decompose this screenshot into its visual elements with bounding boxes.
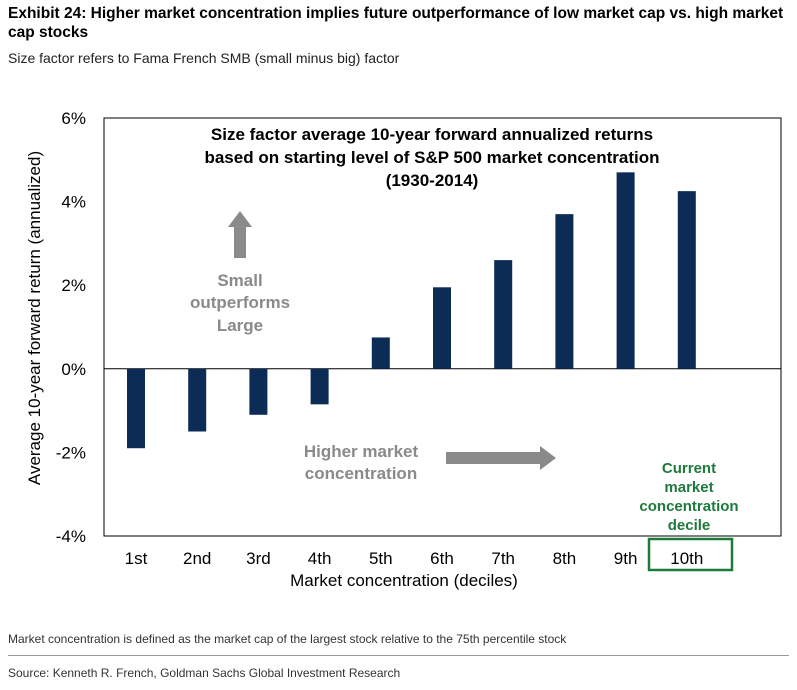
chart-title-line-1: Size factor average 10-year forward annu… [211, 125, 653, 144]
x-tick-label-10th: 10th [670, 549, 703, 568]
x-axis-label: Market concentration (deciles) [290, 571, 518, 590]
y-tick-label: 0% [61, 360, 86, 379]
y-tick-label: -4% [56, 527, 86, 546]
plot-frame [103, 117, 782, 537]
x-tick-label-2nd: 2nd [183, 549, 211, 568]
y-tick-label: 2% [61, 276, 86, 295]
annotation-market: market [664, 479, 713, 496]
current-decile-highlight-box [647, 537, 734, 572]
bar-chart: 6% 4% 2% 0% -2% -4% 1st 2nd 3rd 4th 5th 6th 7th 8th 9… [25, 109, 782, 590]
source-note: Source: Kenneth R. French, Goldman Sachs… [8, 666, 401, 680]
x-axis-ticks: 1st 2nd 3rd 4th 5th 6th 7th 8th 9th 10th [125, 549, 704, 568]
bar-2nd [188, 368, 207, 432]
x-tick-label-4th: 4th [308, 549, 332, 568]
bar-6th [433, 287, 451, 369]
annotation-decile: decile [668, 517, 711, 534]
bar-10th [677, 191, 696, 369]
bar-8th [555, 214, 574, 369]
y-axis-ticks: 6% 4% 2% 0% -2% -4% [56, 109, 86, 546]
x-tick-label-5th: 5th [369, 549, 393, 568]
chart-title-line-3: (1930-2014) [386, 171, 479, 190]
x-tick-label-8th: 8th [553, 549, 577, 568]
y-axis-label: Average 10-year forward return (annualiz… [25, 151, 44, 485]
y-tick-label: -2% [56, 443, 86, 462]
annotation-concentration-green: concentration [639, 498, 738, 515]
bar-3rd [249, 368, 268, 415]
exhibit-subtitle: Size factor refers to Fama French SMB (s… [8, 50, 400, 66]
annotation-small: Small [217, 271, 262, 290]
divider [8, 655, 789, 656]
y-tick-label: 6% [61, 109, 86, 128]
bar-1st [127, 368, 145, 449]
exhibit-title: Exhibit 24: Higher market concentration … [8, 5, 784, 41]
bars-group [127, 172, 696, 449]
x-tick-label-6th: 6th [430, 549, 454, 568]
annotation-higher-market: Higher market [304, 442, 419, 461]
annotation-large: Large [217, 316, 263, 335]
bar-4th [310, 368, 329, 405]
x-tick-label-7th: 7th [491, 549, 515, 568]
annotation-current: Current [662, 460, 716, 477]
annotation-outperforms: outperforms [190, 293, 290, 312]
up-arrow-icon [228, 211, 252, 258]
bar-9th [616, 172, 635, 369]
footnote: Market concentration is defined as the m… [8, 632, 567, 646]
bar-5th [371, 337, 390, 369]
right-arrow-icon [446, 446, 556, 470]
bar-7th [494, 260, 513, 369]
chart-title-line-2: based on starting level of S&P 500 marke… [204, 148, 659, 167]
x-tick-label-9th: 9th [614, 549, 638, 568]
y-tick-label: 4% [61, 193, 86, 212]
x-tick-label-1st: 1st [125, 549, 148, 568]
annotation-concentration: concentration [305, 464, 417, 483]
x-tick-label-3rd: 3rd [246, 549, 271, 568]
